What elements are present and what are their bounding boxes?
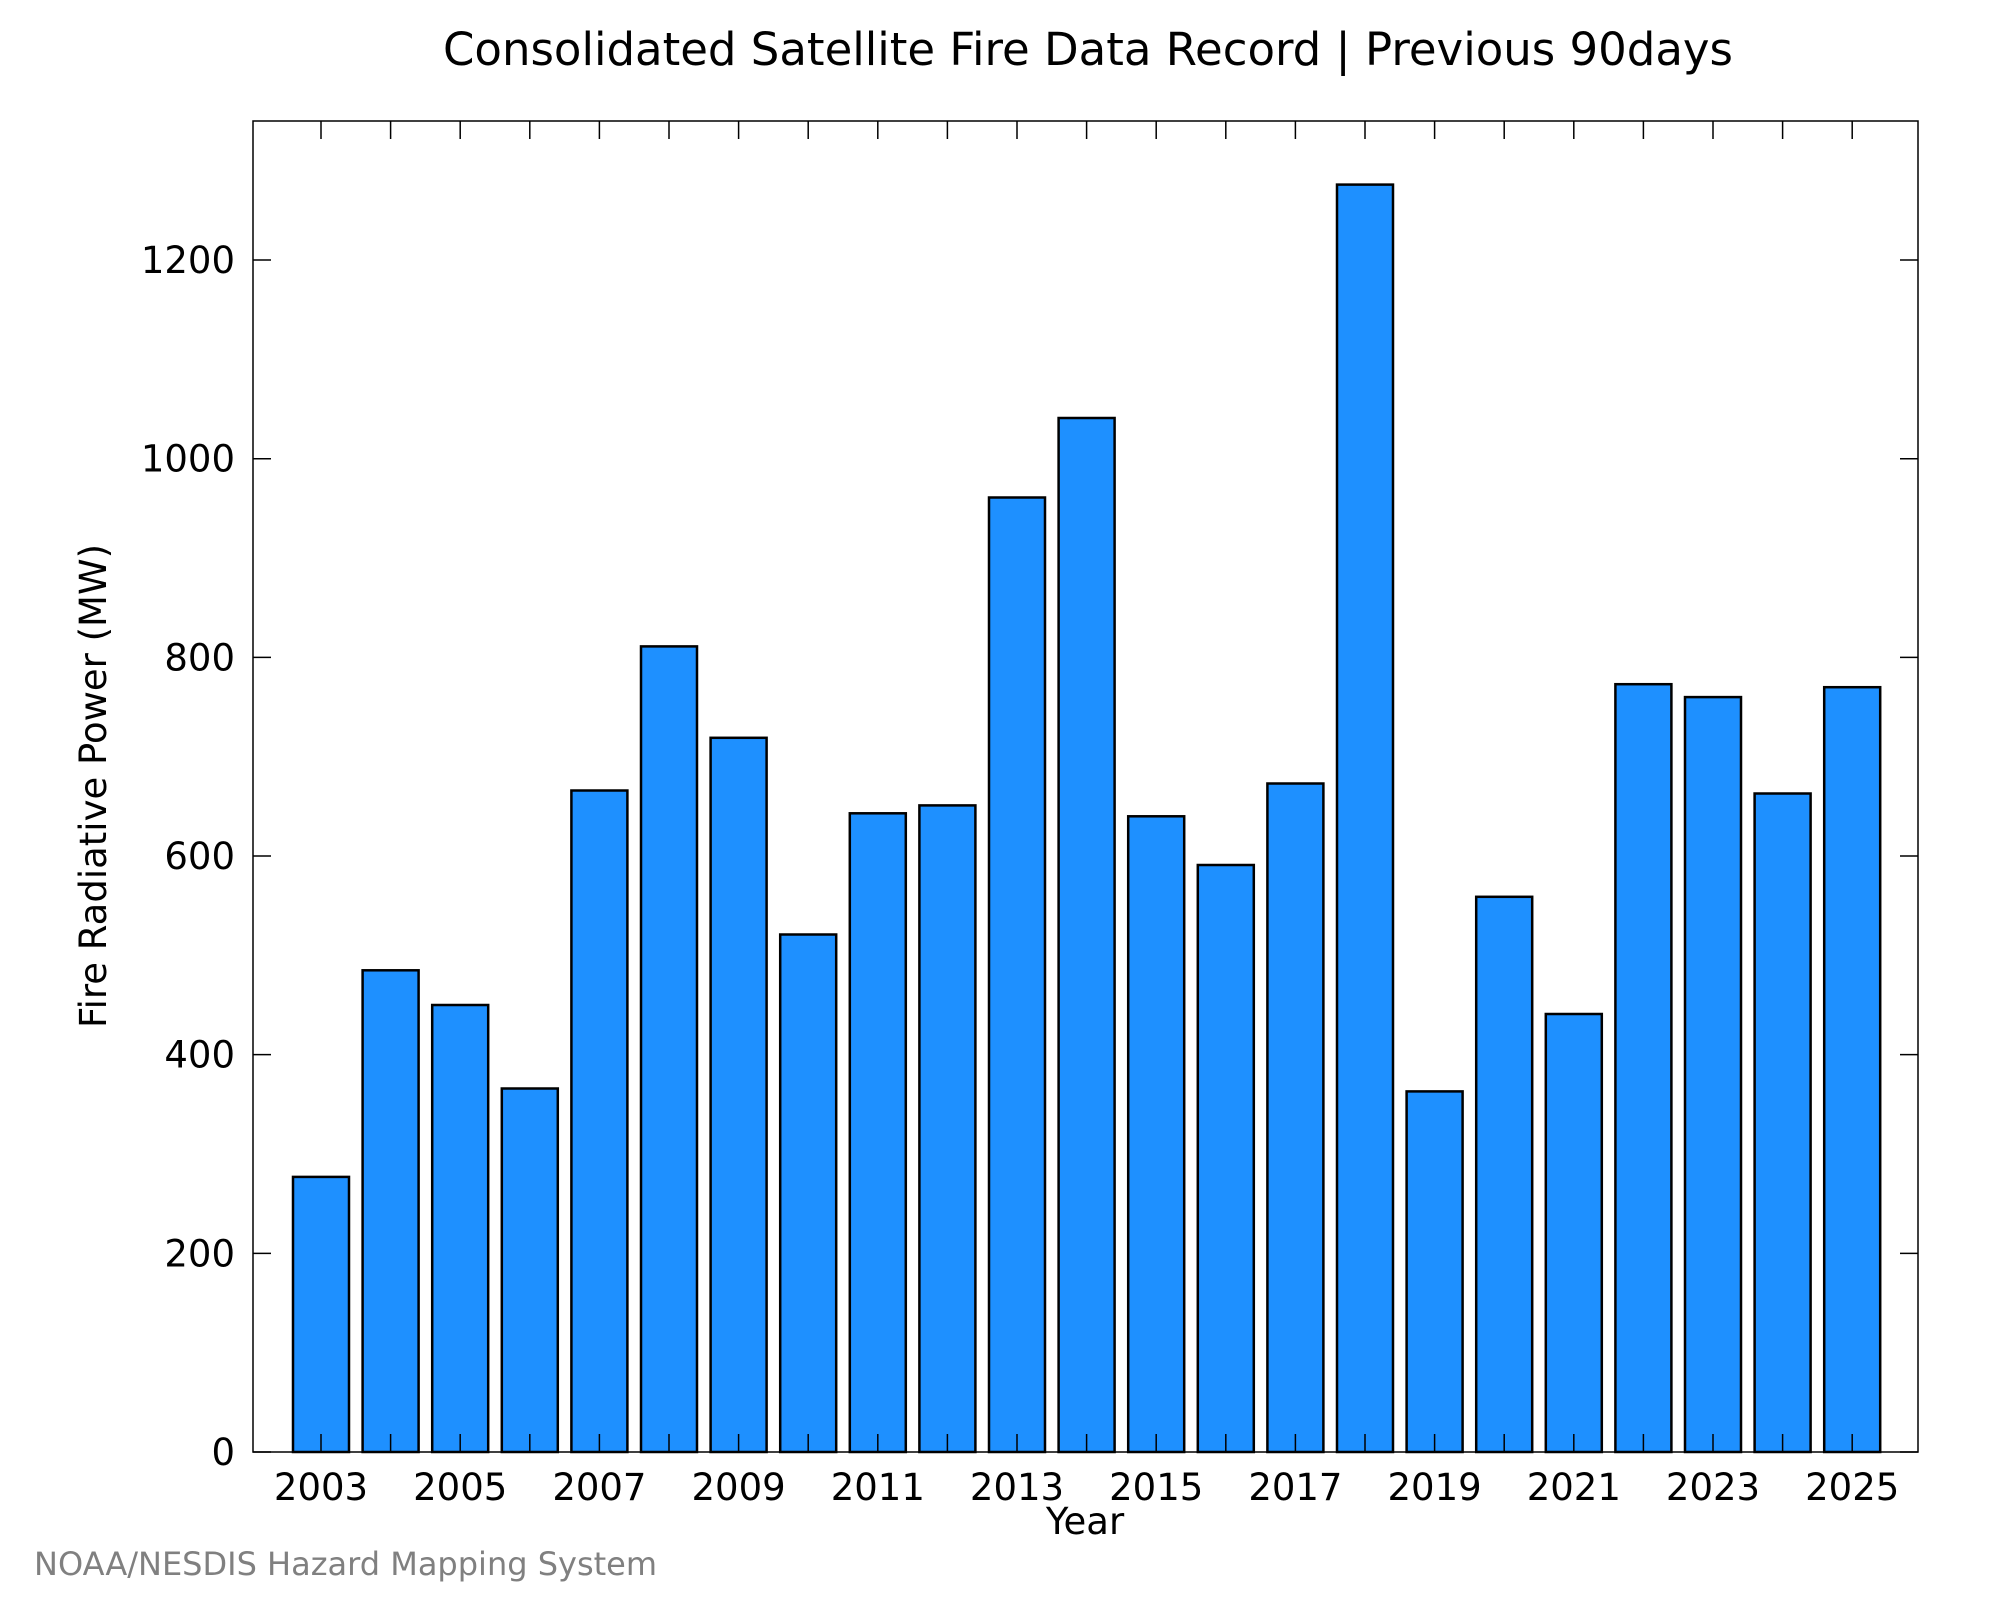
bar-2013: [987, 496, 1047, 1454]
x-tick-label-2013: 2013: [970, 1466, 1064, 1509]
bar-2024: [1753, 792, 1812, 1454]
bar-2019: [1405, 1090, 1464, 1454]
bar-2021: [1544, 1012, 1604, 1454]
chart-title: Consolidated Satellite Fire Data Record …: [443, 23, 1733, 76]
x-tick-label-2019: 2019: [1388, 1466, 1482, 1509]
y-tick-label-600: 600: [164, 835, 235, 878]
x-tick-label-2009: 2009: [692, 1466, 786, 1509]
bar-2004: [361, 969, 420, 1454]
y-tick-label-0: 0: [211, 1431, 235, 1474]
x-tick-label-2017: 2017: [1248, 1466, 1342, 1509]
y-axis-label: Fire Radiative Power (MW): [72, 544, 115, 1028]
bar-2009: [709, 736, 768, 1454]
y-tick-label-1000: 1000: [141, 438, 235, 481]
bar-2025: [1822, 685, 1882, 1454]
x-tick-label-2007: 2007: [552, 1466, 646, 1509]
x-tick-label-2005: 2005: [413, 1466, 507, 1509]
bar-2007: [570, 789, 629, 1454]
bar-2010: [778, 933, 838, 1454]
bar-2018: [1335, 183, 1395, 1454]
x-tick-label-2021: 2021: [1527, 1466, 1621, 1509]
y-tick-label-200: 200: [164, 1232, 235, 1275]
plot-area: 0 200 400 600 800 1000 1200 2003 2005 2007 2009 201…: [141, 121, 1918, 1509]
bar-2011: [848, 812, 908, 1454]
x-tick-label-2025: 2025: [1805, 1466, 1899, 1509]
x-tick-label-2011: 2011: [831, 1466, 925, 1509]
bar-2020: [1474, 895, 1534, 1454]
x-tick-label-2003: 2003: [274, 1466, 368, 1509]
bar-2008: [639, 645, 699, 1454]
bar-2005: [430, 1003, 490, 1454]
bar-2017: [1266, 782, 1325, 1454]
bar-2012: [918, 804, 977, 1454]
plot-frame: [252, 120, 1919, 1453]
bar-2015: [1126, 815, 1186, 1454]
bar-2006: [500, 1087, 560, 1454]
y-tick-label-1200: 1200: [141, 239, 235, 282]
bar-2003: [291, 1175, 351, 1454]
x-tick-label-2023: 2023: [1666, 1466, 1760, 1509]
y-tick-label-800: 800: [164, 636, 235, 679]
bar-2023: [1683, 695, 1743, 1454]
bar-2014: [1057, 416, 1116, 1454]
y-tick-label-400: 400: [164, 1034, 235, 1077]
bar-2022: [1614, 682, 1673, 1454]
x-axis-label: Year: [1045, 1500, 1125, 1543]
source-credit: NOAA/NESDIS Hazard Mapping System: [34, 1545, 657, 1583]
x-tick-label-2015: 2015: [1109, 1466, 1203, 1509]
bar-2016: [1196, 863, 1256, 1454]
